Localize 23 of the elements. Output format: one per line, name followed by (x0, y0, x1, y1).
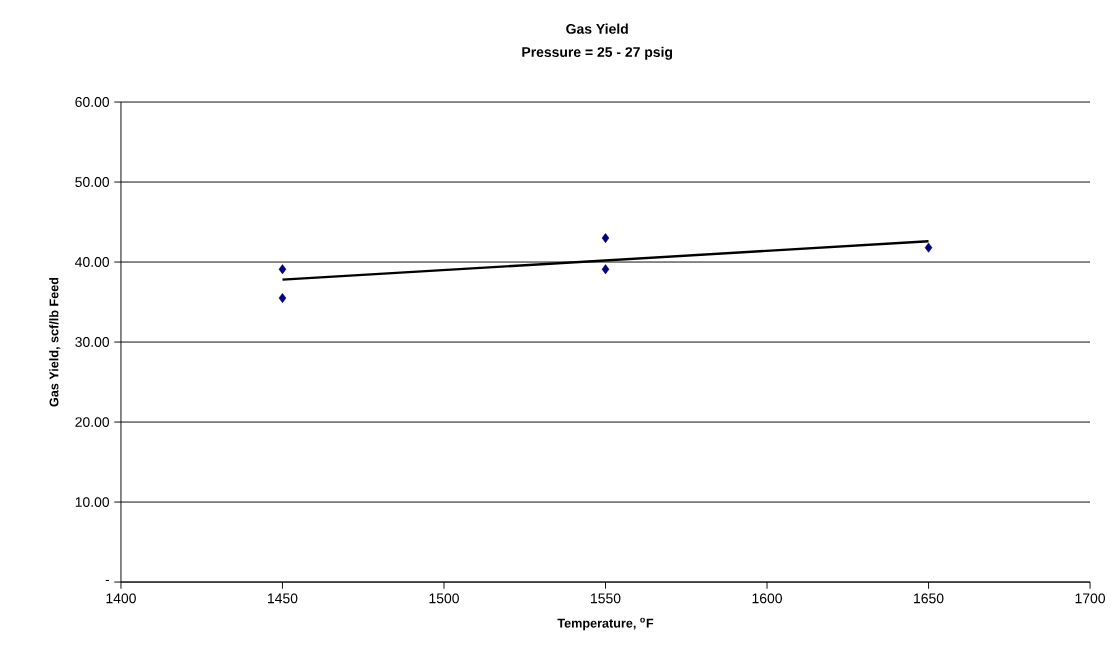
x-tick-label: 1550 (591, 593, 621, 604)
point (924, 242, 933, 253)
chart-subtitle: Pressure = 25 - 27 psig (522, 46, 673, 60)
x-tick-label: 1450 (268, 593, 298, 604)
x-tick-label: 1600 (752, 593, 782, 604)
y-tick-label: 60.00 (75, 97, 110, 107)
point (601, 233, 610, 243)
y-tick-label: 40.00 (75, 257, 110, 267)
y-tick-label: 30.00 (75, 337, 110, 347)
y-tick-label: 10.00 (75, 497, 110, 507)
point (601, 264, 610, 275)
y-tick-label: - (105, 579, 109, 581)
x-axis-title: Temperature, $^{o}$F (557, 617, 654, 631)
x-tick-label: 1700 (1075, 593, 1106, 604)
x-tick-label: 1650 (914, 593, 944, 604)
y-axis-title: Gas Yield, scf/lb Feed (49, 277, 61, 407)
x-tick-label: 1500 (429, 593, 459, 604)
x-tick-label: 1400 (106, 593, 136, 604)
point (278, 293, 287, 303)
y-tick-label: 20.00 (75, 417, 110, 427)
y-tick-label: 50.00 (75, 177, 110, 187)
chart-title: Gas Yield (566, 23, 628, 34)
point (278, 264, 287, 275)
